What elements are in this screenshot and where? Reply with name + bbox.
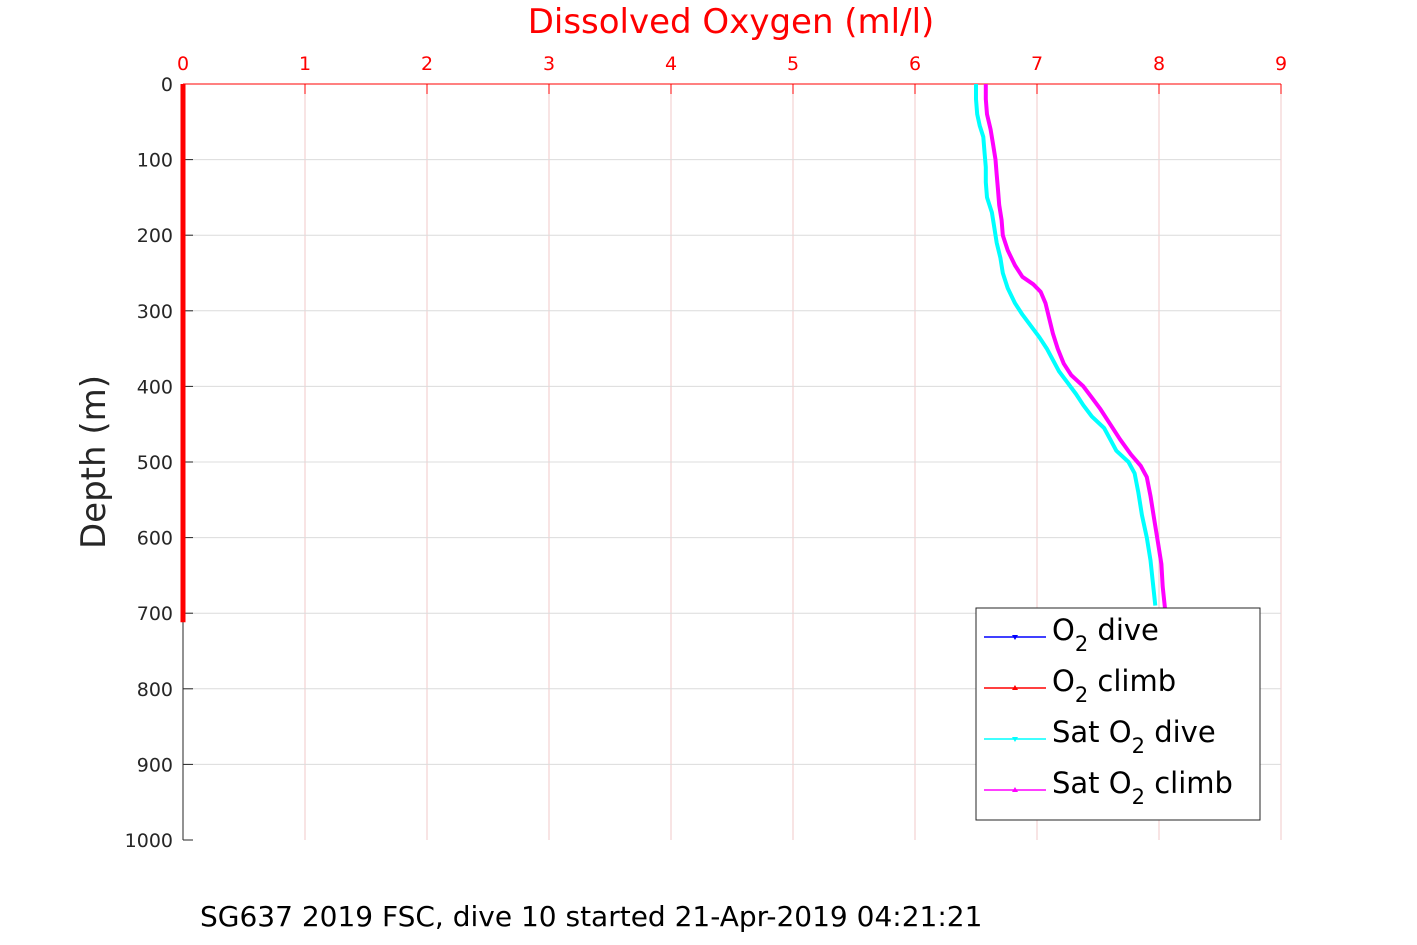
y-tick-label: 800: [137, 679, 173, 701]
x-tick-label: 7: [1031, 53, 1043, 75]
x-tick-label: 1: [299, 53, 311, 75]
x-tick-label: 2: [421, 53, 433, 75]
legend-entry-label: Sat O2 climb: [1052, 766, 1233, 809]
axes: 0 1 2 3 4 5 6 7 8 9 0 100 200 300 400 500 600 700 800 900 10…: [125, 53, 1287, 852]
y-tick-label: 500: [137, 452, 173, 474]
legend-box: [975, 607, 1261, 821]
series-layer: [180, 84, 1168, 623]
legend: O2 dive O2 climb Sat O2 dive Sat O2 climb: [975, 607, 1261, 821]
x-tick-label: 9: [1275, 53, 1287, 75]
x-tick-label: 4: [665, 53, 677, 75]
x-tick-label: 6: [909, 53, 921, 75]
x-tick-label: 5: [787, 53, 799, 75]
legend-entry-label: O2 dive: [1052, 613, 1159, 656]
legend-swatch-marker: [1012, 787, 1018, 792]
y-tick-label: 100: [137, 150, 173, 172]
legend-swatch-marker: [1012, 685, 1018, 690]
series-line: [974, 84, 1158, 606]
y-axis-label: Depth (m): [74, 375, 114, 549]
x-tick-label: 0: [177, 53, 189, 75]
x-tick-label: 8: [1153, 53, 1165, 75]
y-tick-label: 0: [161, 74, 173, 96]
y-tick-label: 600: [137, 528, 173, 550]
y-tick-label: 1000: [125, 830, 173, 852]
y-tick-label: 700: [137, 603, 173, 625]
grid: [183, 84, 1282, 840]
x-tick-label: 3: [543, 53, 555, 75]
legend-entry-label: O2 climb: [1052, 664, 1176, 707]
legend-swatch-marker: [1012, 737, 1018, 742]
series-line: [983, 84, 1168, 610]
y-tick-label: 900: [137, 754, 173, 776]
chart-caption: SG637 2019 FSC, dive 10 started 21-Apr-2…: [200, 900, 982, 933]
legend-swatch-marker: [1012, 635, 1018, 640]
y-tick-label: 200: [137, 225, 173, 247]
chart-title: Dissolved Oxygen (ml/l): [528, 2, 935, 42]
y-tick-label: 400: [137, 376, 173, 398]
y-tick-label: 300: [137, 301, 173, 323]
legend-entry-label: Sat O2 dive: [1052, 715, 1216, 758]
